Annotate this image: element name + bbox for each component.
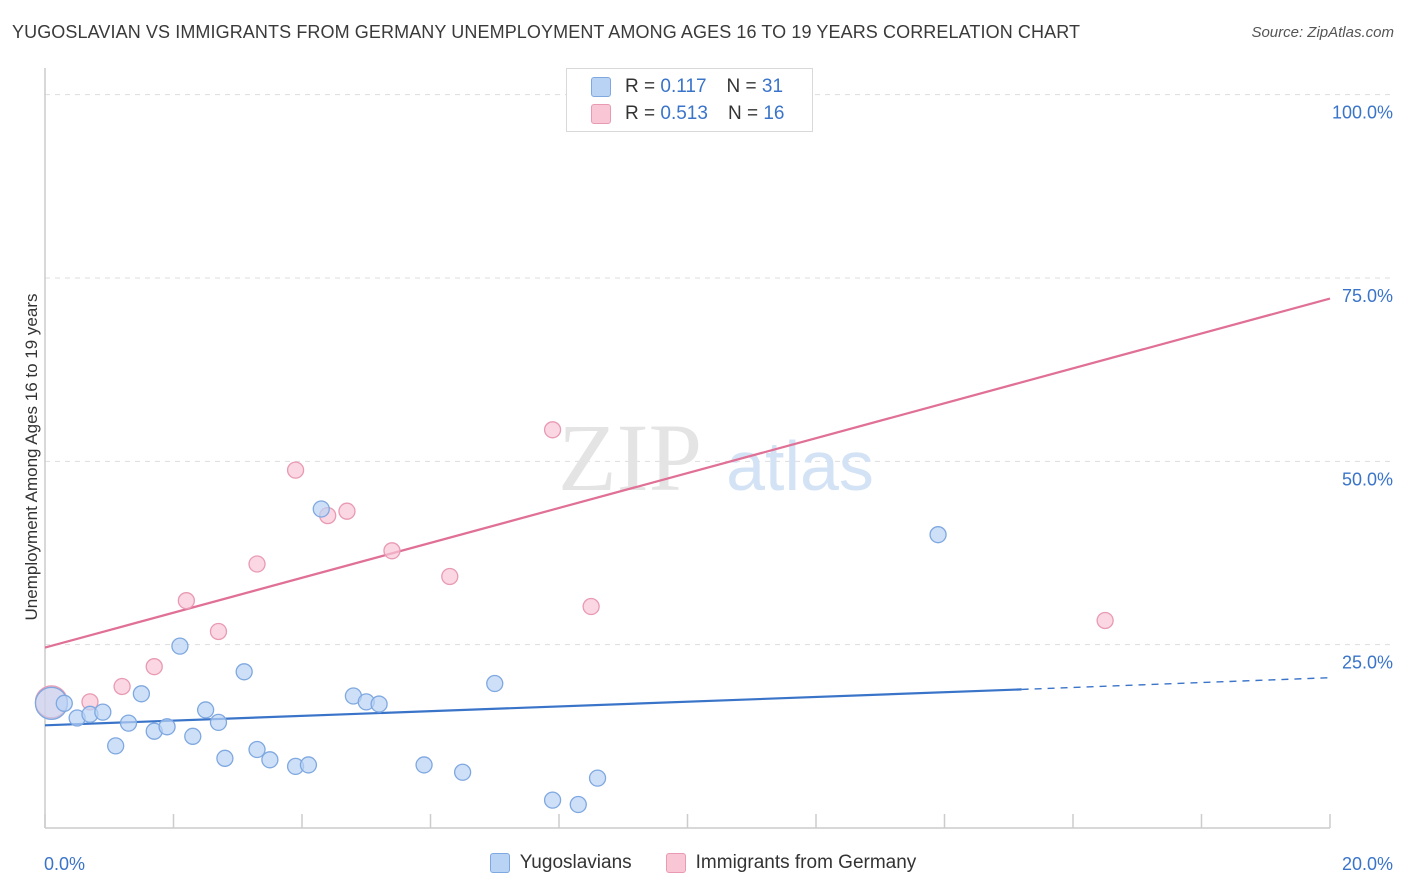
legend: Yugoslavians Immigrants from Germany — [0, 852, 1406, 874]
data-point-pink — [1096, 611, 1114, 630]
watermark-zip: ZIP — [558, 404, 702, 511]
stats-n-yugoslavians: 31 — [761, 76, 784, 97]
legend-swatch-yugoslavians — [489, 853, 510, 873]
data-point-blue — [453, 763, 472, 781]
data-point-blue — [171, 637, 189, 655]
data-point-pink — [441, 567, 459, 586]
data-point-blue — [119, 714, 138, 732]
y-tick-label: 50.0% — [1342, 469, 1393, 489]
legend-item-yugoslavians[interactable]: Yugoslavians — [489, 852, 632, 874]
y-tick-label: 75.0% — [1342, 286, 1393, 306]
data-point-blue — [588, 769, 607, 787]
data-point-blue — [55, 694, 73, 712]
data-point-pink — [209, 622, 228, 641]
stats-row-germany: R = 0.513 N = 16 — [591, 103, 784, 125]
stats-r-yugoslavians: 0.117 — [660, 76, 707, 97]
stats-box: R = 0.117 N = 31 R = 0.513 N = 16 — [566, 68, 813, 132]
data-point-blue — [312, 500, 330, 518]
data-point-blue — [158, 718, 176, 736]
data-point-blue — [370, 695, 388, 713]
grid-lines — [45, 94, 1395, 646]
watermark: ZIP atlas — [558, 404, 874, 511]
chart-title: YUGOSLAVIAN VS IMMIGRANTS FROM GERMANY U… — [12, 22, 1081, 42]
stats-swatch-germany — [591, 104, 611, 124]
data-point-blue — [415, 756, 433, 774]
data-point-pink — [543, 421, 562, 439]
legend-item-germany[interactable]: Immigrants from Germany — [665, 852, 917, 874]
data-point-pink — [582, 597, 600, 616]
trend-line-pink — [44, 297, 1331, 649]
stats-r-label: R = — [625, 76, 656, 97]
stats-n-germany: 16 — [763, 103, 785, 124]
legend-label-germany: Immigrants from Germany — [695, 852, 917, 873]
data-point-blue — [235, 663, 253, 681]
trend-lines — [44, 297, 1331, 727]
data-point-pink — [177, 592, 196, 610]
data-point-pink — [383, 542, 401, 560]
data-point-blue — [486, 674, 504, 693]
legend-swatch-germany — [665, 853, 686, 873]
data-point-blue — [299, 756, 318, 774]
data-point-pink — [145, 658, 163, 676]
data-points — [34, 86, 1114, 814]
source-label: Source: ZipAtlas.com — [1251, 24, 1394, 41]
data-point-blue — [543, 791, 562, 809]
trend-line-blue — [44, 688, 1022, 727]
stats-r-germany: 0.513 — [660, 103, 708, 124]
data-point-pink — [338, 502, 356, 520]
data-point-pink — [248, 555, 266, 573]
stats-n-label: N = — [726, 76, 757, 97]
data-point-pink — [113, 677, 131, 696]
data-point-blue — [107, 737, 125, 755]
y-tick-labels: 25.0% 50.0% 75.0% 100.0% — [1332, 103, 1393, 673]
legend-label-yugoslavians: Yugoslavians — [519, 852, 632, 873]
trend-line-extension-blue — [1021, 676, 1331, 691]
y-tick-label: 25.0% — [1342, 653, 1393, 673]
data-point-blue — [196, 701, 215, 719]
data-point-blue — [132, 685, 151, 703]
data-point-blue — [216, 749, 234, 767]
x-tick-label: 20.0% — [1342, 854, 1393, 874]
x-tick-label: 0.0% — [44, 854, 85, 874]
stats-r-label: R = — [625, 103, 656, 124]
data-point-blue — [261, 751, 279, 769]
stats-n-label: N = — [727, 103, 759, 124]
y-axis-title: Unemployment Among Ages 16 to 19 years — [22, 294, 41, 621]
data-point-pink — [286, 461, 305, 479]
data-point-blue — [248, 740, 266, 759]
y-tick-label: 100.0% — [1332, 103, 1393, 123]
data-point-blue — [209, 713, 228, 732]
data-point-blue — [184, 727, 202, 745]
x-tick-labels: 0.0% 20.0% — [44, 854, 1393, 874]
watermark-atlas: atlas — [726, 427, 874, 505]
data-point-blue — [569, 795, 587, 814]
stats-swatch-yugoslavians — [591, 77, 611, 97]
data-point-blue — [929, 526, 947, 544]
data-point-blue — [94, 703, 112, 721]
stats-row-yugoslavians: R = 0.117 N = 31 — [591, 76, 783, 98]
